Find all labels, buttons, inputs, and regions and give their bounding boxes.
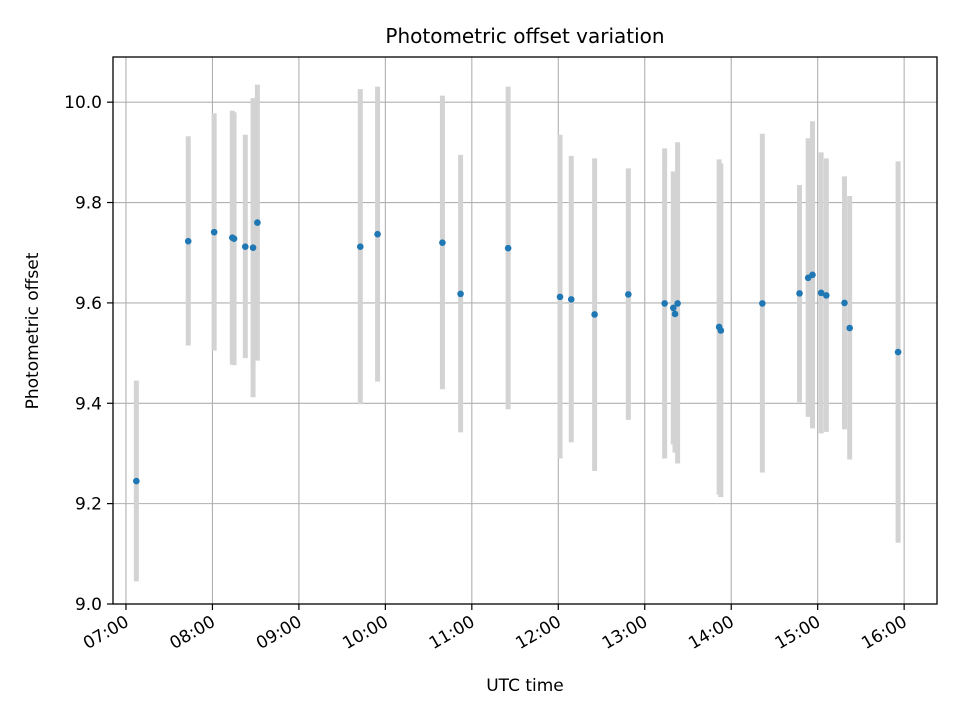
- y-tick-label: 10.0: [64, 93, 102, 113]
- y-tick-label: 9.8: [75, 194, 102, 214]
- data-point: [356, 243, 364, 250]
- data-point: [439, 239, 446, 246]
- data-points: [133, 219, 902, 485]
- chart-title: Photometric offset variation: [385, 24, 664, 48]
- data-point: [184, 237, 192, 245]
- data-point: [669, 304, 677, 312]
- data-point: [809, 271, 816, 279]
- data-point: [823, 292, 830, 299]
- data-point: [504, 244, 512, 252]
- y-tick-label: 9.6: [75, 294, 102, 314]
- y-axis-ticks: 9.0 9.2 9.4 9.6 9.8 10.0: [64, 93, 113, 615]
- data-point: [796, 290, 803, 297]
- y-tick-label: 9.2: [75, 495, 102, 515]
- data-point: [817, 289, 825, 297]
- y-axis-label: Photometric offset: [23, 252, 43, 409]
- data-point: [133, 477, 140, 485]
- y-tick-label: 9.0: [75, 595, 102, 615]
- data-point: [241, 243, 249, 250]
- data-point: [717, 327, 725, 334]
- x-axis-label: UTC time: [486, 676, 564, 696]
- data-point: [210, 228, 218, 236]
- data-point: [661, 300, 668, 307]
- data-point: [846, 324, 853, 332]
- data-point: [894, 348, 902, 356]
- data-point: [591, 311, 598, 318]
- data-point: [254, 219, 261, 226]
- data-point: [841, 299, 848, 307]
- data-point: [230, 235, 238, 242]
- data-point: [567, 296, 575, 303]
- data-point: [249, 244, 257, 251]
- data-point: [674, 300, 681, 307]
- data-point: [374, 230, 381, 238]
- y-tick-label: 9.4: [75, 394, 102, 414]
- data-point: [457, 290, 464, 298]
- data-point: [625, 291, 632, 298]
- plot-frame: [112, 56, 938, 605]
- data-point: [556, 293, 564, 301]
- data-point: [759, 300, 766, 307]
- data-point: [671, 310, 679, 318]
